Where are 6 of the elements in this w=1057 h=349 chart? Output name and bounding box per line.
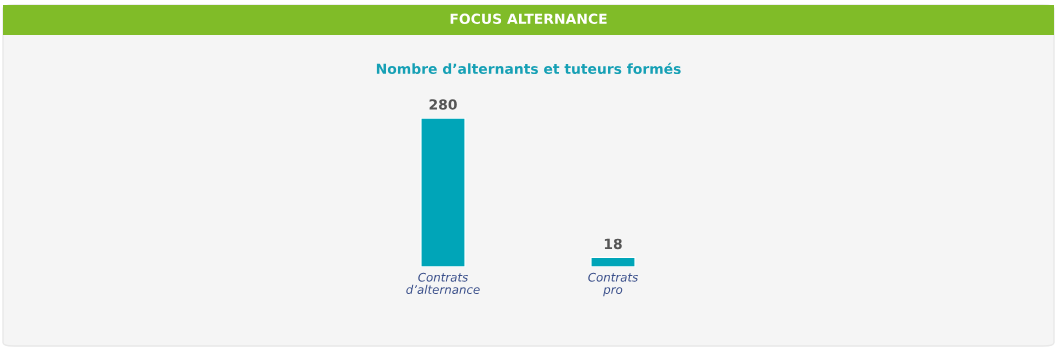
chart-title: FOCUS ALTERNANCE <box>450 13 607 25</box>
chart-subtitle: Nombre d’alternants et tuteurs formés <box>376 62 681 75</box>
data-label: 280 <box>429 99 457 110</box>
x-tick-label: Contrats pro <box>588 272 638 297</box>
data-label: 18 <box>604 238 622 250</box>
x-tick-label: Contrats d’alternance <box>406 272 480 294</box>
